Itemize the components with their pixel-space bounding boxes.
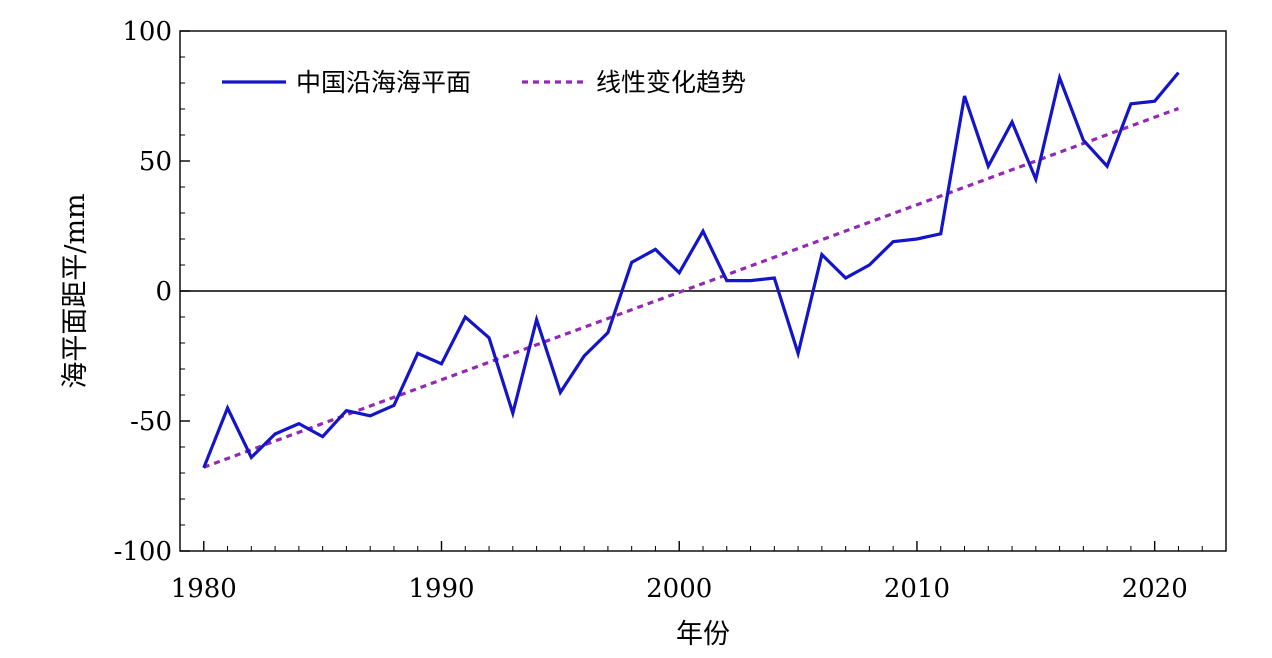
x-tick-label: 2020 bbox=[1122, 574, 1188, 604]
x-axis-label: 年份 bbox=[676, 619, 730, 650]
x-tick-label: 2010 bbox=[884, 574, 950, 604]
y-axis-ticks: 100 50 0 -50 -100 bbox=[114, 17, 190, 567]
x-tick-label: 1990 bbox=[408, 574, 474, 604]
sea-level-line bbox=[202, 71, 1180, 469]
legend-label: 线性变化趋势 bbox=[596, 68, 746, 97]
y-tick-label: 100 bbox=[122, 17, 172, 47]
series-layer bbox=[202, 71, 1180, 469]
y-tick-label: 0 bbox=[155, 277, 172, 307]
y-tick-label: 50 bbox=[139, 147, 172, 177]
legend-label: 中国沿海海平面 bbox=[296, 68, 471, 97]
x-tick-label: 2000 bbox=[646, 574, 712, 604]
trend-line bbox=[203, 106, 1180, 469]
y-tick-label: -100 bbox=[114, 537, 172, 567]
x-axis-ticks: 1980 1990 2000 2010 2020 bbox=[171, 541, 1203, 604]
legend: 中国沿海海平面 线性变化趋势 bbox=[222, 68, 746, 97]
y-axis-label: 海平面距平/mm bbox=[60, 193, 91, 388]
y-tick-label: -50 bbox=[130, 407, 172, 437]
x-tick-label: 1980 bbox=[171, 574, 237, 604]
